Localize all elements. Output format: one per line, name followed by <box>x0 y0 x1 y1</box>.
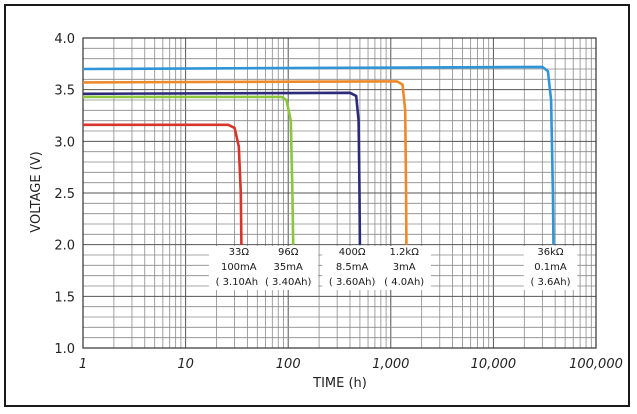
series-label-4-line-1: 1.2kΩ <box>390 247 420 258</box>
x-tick-label: 10,000 <box>471 357 517 372</box>
chart-frame <box>4 4 630 407</box>
series-label-2-line-2: 35mA <box>274 262 303 273</box>
series-label-5-line-2: 0.1mA <box>534 262 567 273</box>
series-line-3 <box>82 91 362 245</box>
series-label-3-line-3: ( 3.60Ah) <box>329 277 376 288</box>
x-tick-label: 100 <box>276 357 301 372</box>
y-tick-label: 3.5 <box>54 84 75 99</box>
y-axis-label: VOLTAGE (V) <box>29 151 44 232</box>
x-axis-label: TIME (h) <box>312 376 367 391</box>
series-label-1-line-1: 33Ω <box>229 247 250 258</box>
series-label-background <box>258 246 319 290</box>
series-line-2 <box>83 95 295 245</box>
series-line-1 <box>83 123 243 245</box>
y-tick-label: 1.5 <box>54 290 75 305</box>
series-label-5-line-3: ( 3.6Ah) <box>530 277 570 288</box>
series-line-4 <box>82 80 408 245</box>
series-label-4-line-2: 3mA <box>393 262 416 273</box>
y-tick-label: 4.0 <box>54 32 75 47</box>
series-line-5 <box>82 65 555 245</box>
series-label-4-line-3: ( 4.0Ah) <box>384 277 424 288</box>
series-label-3-line-2: 8.5mA <box>336 262 369 273</box>
grid <box>82 37 597 349</box>
series-label-background <box>377 246 431 290</box>
x-tick-label: 1 <box>79 357 87 372</box>
series-group <box>82 65 555 245</box>
series-label-1-line-2: 100mA <box>221 262 257 273</box>
series-label-background <box>322 246 383 290</box>
x-tick-label: 100,000 <box>569 357 623 372</box>
series-label-3-line-1: 400Ω <box>339 247 366 258</box>
tick-labels: 1.0 1.5 2.0 2.5 3.0 3.5 4.0 1 10 100 1,000 10,000 10… <box>54 32 623 372</box>
y-tick-label: 2.0 <box>54 239 75 254</box>
x-tick-label: 1,000 <box>372 357 409 372</box>
series-label-background <box>523 246 578 290</box>
x-tick-label: 10 <box>177 357 194 372</box>
y-tick-label: 3.0 <box>54 135 75 150</box>
series-label-2-line-3: ( 3.40Ah) <box>265 277 312 288</box>
series-labels: 33Ω 100mA ( 3.10Ah) 96Ω 35mA ( 3.40Ah) 400Ω 8.5… <box>208 246 578 290</box>
plot-area-border <box>82 37 597 349</box>
y-tick-label: 1.0 <box>54 342 75 357</box>
series-label-1-line-3: ( 3.10Ah) <box>216 277 263 288</box>
series-label-2-line-1: 96Ω <box>278 247 299 258</box>
series-label-5-line-1: 36kΩ <box>537 247 564 258</box>
y-tick-label: 2.5 <box>54 187 75 202</box>
